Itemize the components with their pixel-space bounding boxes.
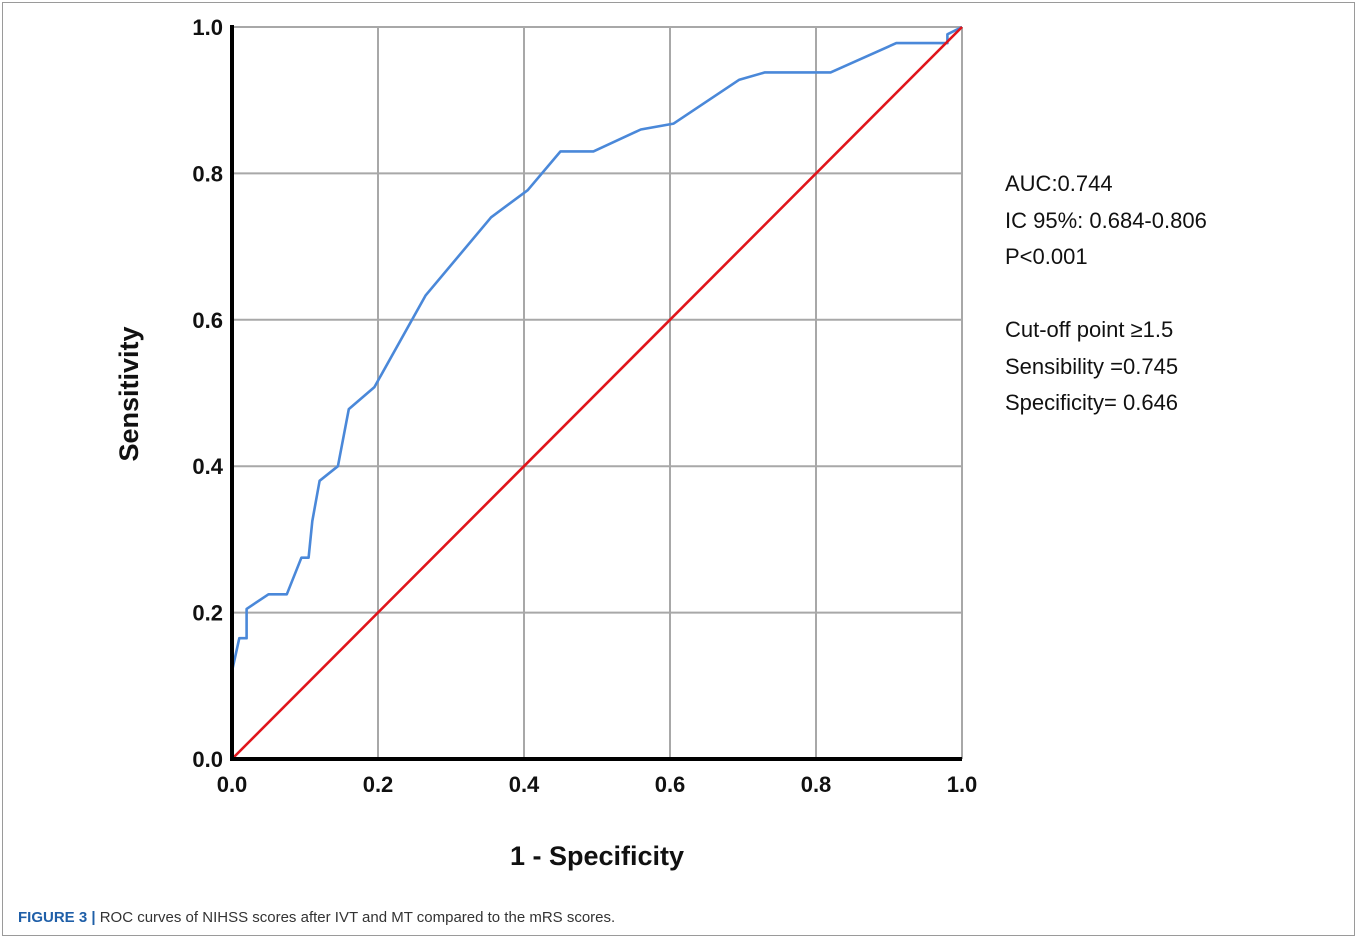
chart-series [230, 25, 963, 760]
figure-caption: FIGURE 3 | ROC curves of NIHSS scores af… [18, 909, 615, 926]
roc-curve [230, 25, 963, 759]
y-tick-label: 0.8 [192, 161, 223, 186]
x-tick-label: 0.4 [509, 772, 540, 797]
axes [230, 25, 962, 761]
x-tick-label: 0.6 [655, 772, 686, 797]
ci-text: IC 95%: 0.684-0.806 [1005, 207, 1207, 233]
x-tick-label: 0.8 [801, 772, 832, 797]
caption-label: FIGURE 3 | [18, 909, 96, 926]
y-tick-label: 0.6 [192, 308, 223, 333]
cutoff-text: Cut-off point ≥1.5 [1005, 317, 1174, 342]
y-tick-labels: 0.0 0.2 0.4 0.6 0.8 1.0 [192, 15, 223, 772]
y-tick-label: 0.0 [192, 747, 223, 772]
stats-box: AUC:0.744 IC 95%: 0.684-0.806 P<0.001 Cu… [1005, 166, 1207, 422]
y-tick-label: 0.2 [192, 601, 223, 626]
sensibility-text: Sensibility =0.745 [1005, 353, 1179, 379]
y-tick-label: 1.0 [192, 15, 223, 40]
specificity-text: Specificity= 0.646 [1005, 390, 1179, 415]
auc-text: AUC:0.744 [1005, 171, 1113, 196]
x-axis-label: 1 - Specificity [510, 841, 684, 871]
x-tick-label: 0.2 [363, 772, 394, 797]
x-tick-label: 1.0 [947, 772, 978, 797]
x-tick-labels: 0.0 0.2 0.4 0.6 0.8 1.0 [217, 772, 978, 797]
y-axis-label: Sensitivity [114, 326, 144, 461]
reference-line [231, 26, 963, 760]
grid-lines [232, 26, 963, 759]
x-tick-label: 0.0 [217, 772, 248, 797]
p-value-text: P<0.001 [1005, 244, 1088, 269]
stats-spacer [1005, 276, 1207, 313]
caption-text: ROC curves of NIHSS scores after IVT and… [95, 909, 616, 926]
y-tick-label: 0.4 [192, 454, 223, 479]
